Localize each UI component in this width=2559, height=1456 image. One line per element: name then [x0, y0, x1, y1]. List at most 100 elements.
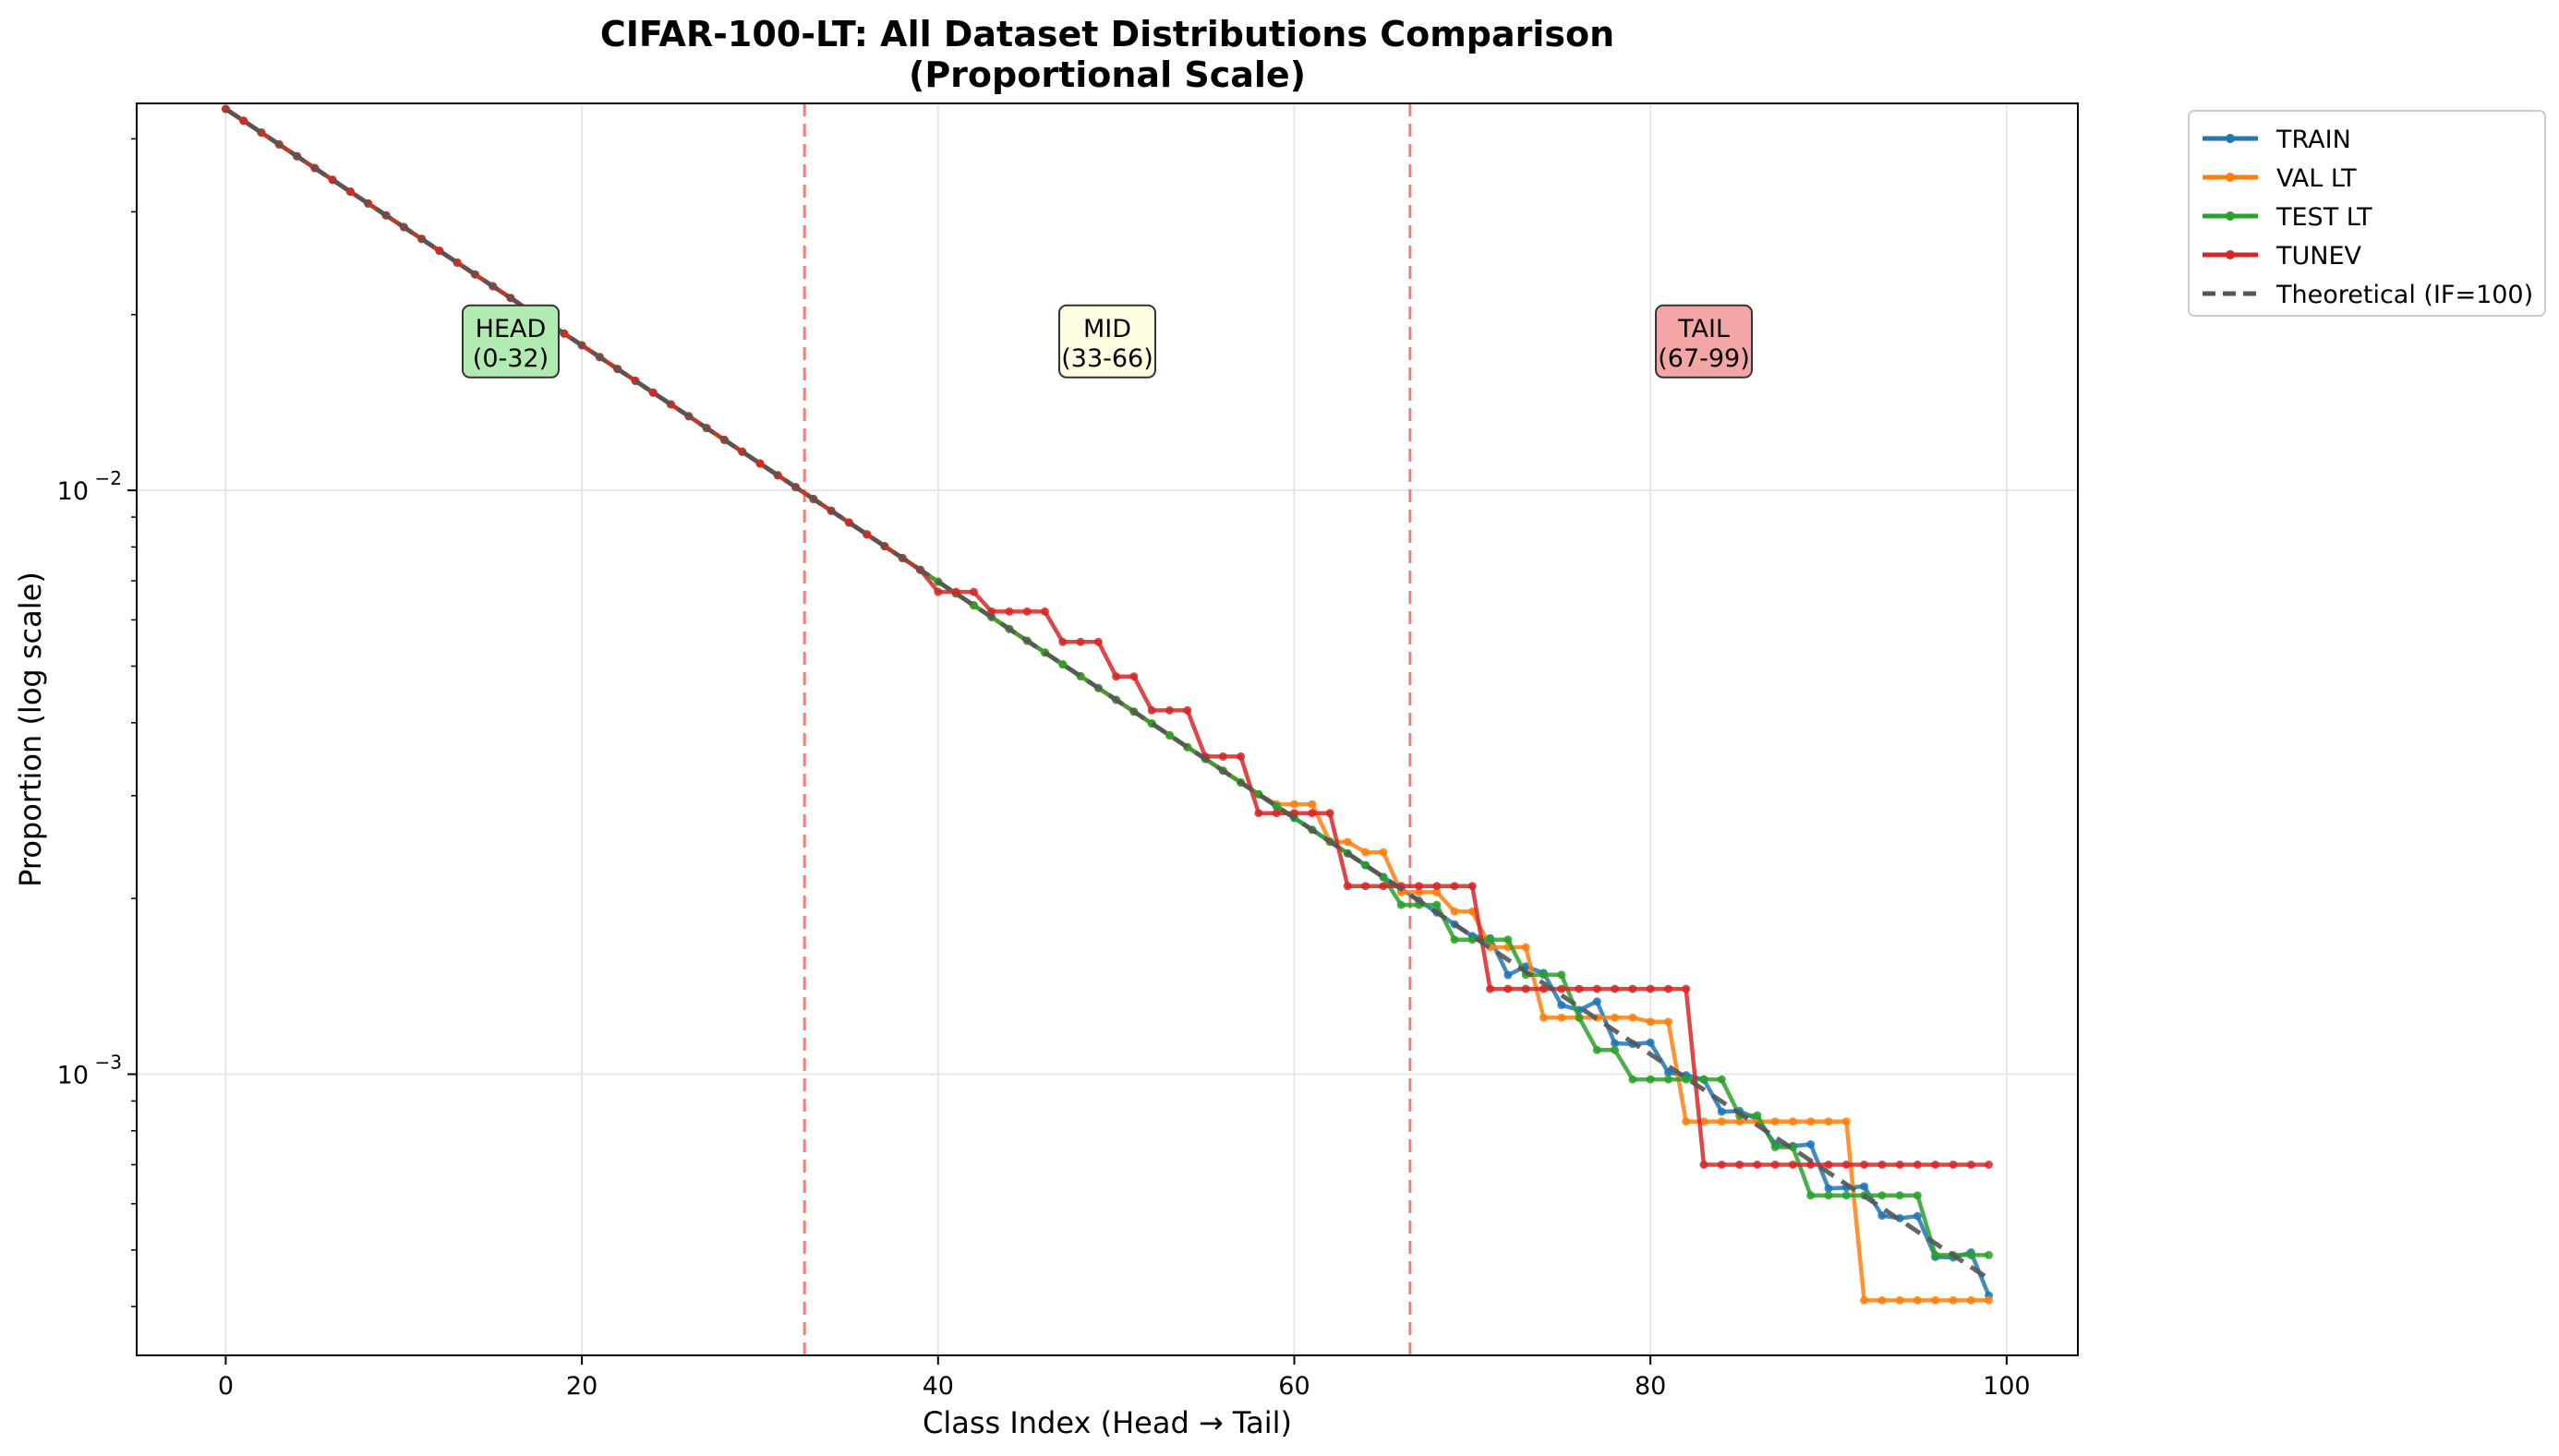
- data-point: [1557, 970, 1566, 980]
- data-point: [1611, 984, 1620, 993]
- data-point: [1770, 1117, 1780, 1126]
- data-point: [1985, 1161, 1994, 1169]
- series-line: [224, 107, 1989, 1167]
- data-point: [1628, 984, 1637, 993]
- data-point: [1503, 935, 1513, 945]
- data-point: [1860, 1182, 1869, 1191]
- x-tick-label: 100: [1983, 1372, 2031, 1401]
- data-point: [1699, 1075, 1708, 1084]
- data-point: [1682, 1117, 1691, 1126]
- data-point: [1450, 882, 1459, 891]
- legend-label: VAL LT: [2276, 164, 2357, 193]
- data-point: [1521, 984, 1530, 993]
- data-point: [1628, 1075, 1637, 1084]
- data-point: [1379, 848, 1388, 857]
- data-point: [1931, 1161, 1940, 1169]
- data-point: [1308, 800, 1317, 809]
- x-axis-label: Class Index (Head → Tail): [923, 1405, 1292, 1440]
- data-point: [1503, 984, 1513, 993]
- data-point: [1806, 1140, 1816, 1149]
- region-name: TAIL: [1677, 315, 1730, 343]
- data-point: [1966, 1161, 1975, 1169]
- data-point: [969, 587, 978, 596]
- data-point: [1664, 1068, 1672, 1077]
- data-point: [1486, 935, 1495, 945]
- data-point: [1664, 1075, 1672, 1084]
- grid: [137, 103, 2078, 1355]
- data-point: [1432, 882, 1442, 891]
- data-point: [1913, 1211, 1922, 1221]
- data-point: [1966, 1250, 1975, 1259]
- data-point: [1592, 984, 1601, 993]
- data-point: [1183, 705, 1192, 715]
- series-tunev: [221, 104, 1994, 1169]
- data-point: [345, 187, 355, 197]
- data-point: [1860, 1295, 1869, 1305]
- data-point: [1628, 1013, 1637, 1022]
- chart-title: CIFAR-100-LT: All Dataset Distributions …: [600, 14, 1614, 54]
- data-point: [1503, 970, 1513, 980]
- data-point: [1450, 935, 1459, 945]
- data-point: [863, 530, 872, 539]
- data-point: [1058, 637, 1068, 646]
- legend-item-tunev: TUNEV: [2203, 242, 2362, 271]
- legend-label: TRAIN: [2275, 126, 2351, 154]
- data-point: [1539, 970, 1548, 980]
- data-point: [1949, 1295, 1958, 1305]
- data-point: [1557, 984, 1566, 993]
- data-point: [1824, 1117, 1833, 1126]
- data-point: [1913, 1295, 1922, 1305]
- data-point: [1735, 1117, 1744, 1126]
- data-point: [1379, 882, 1388, 891]
- data-point: [1717, 1075, 1726, 1084]
- data-point: [1682, 984, 1691, 993]
- data-point: [1308, 809, 1317, 818]
- data-point: [1290, 800, 1298, 809]
- data-point: [1254, 809, 1263, 818]
- region-range: (67-99): [1658, 344, 1750, 373]
- data-point: [1272, 801, 1281, 811]
- data-point: [1646, 1017, 1655, 1027]
- data-point: [1415, 887, 1423, 896]
- data-point: [1041, 607, 1049, 616]
- data-point: [1788, 1117, 1797, 1126]
- data-point: [1557, 1013, 1566, 1022]
- x-tick-label: 80: [1635, 1372, 1666, 1401]
- data-point: [1611, 1013, 1620, 1022]
- data-point: [1985, 1250, 1994, 1259]
- legend-box: [2188, 110, 2546, 317]
- data-point: [1076, 637, 1085, 646]
- data-point: [1824, 1161, 1833, 1169]
- data-point: [1913, 1191, 1922, 1200]
- legend-marker: [2226, 173, 2235, 182]
- legend[interactable]: TRAIN VAL LT TEST LT TUNEV Theoretical (IF=1…: [2188, 110, 2546, 317]
- data-point: [1396, 900, 1406, 909]
- data-point: [1895, 1191, 1904, 1200]
- data-point: [1237, 752, 1246, 761]
- data-point: [1646, 1075, 1655, 1084]
- data-point: [1699, 1117, 1708, 1126]
- data-point: [1343, 882, 1352, 891]
- region-range: (33-66): [1061, 344, 1153, 373]
- data-point: [1985, 1295, 1994, 1305]
- region-label-mid: MID(33-66): [1058, 304, 1156, 379]
- legend-label: TEST LT: [2275, 203, 2372, 232]
- data-point: [1753, 1161, 1762, 1169]
- data-point: [1592, 997, 1601, 1006]
- data-point: [1824, 1191, 1833, 1200]
- data-point: [1841, 1191, 1851, 1200]
- data-point: [1895, 1161, 1904, 1169]
- data-point: [1058, 660, 1068, 669]
- data-point: [1325, 809, 1334, 818]
- data-point: [1272, 809, 1281, 818]
- region-labels: HEAD(0-32) MID(33-66) TAIL(67-99): [461, 304, 1754, 379]
- legend-item-theoretical-if-100-: Theoretical (IF=100): [2203, 281, 2533, 309]
- data-point: [1806, 1191, 1816, 1200]
- data-point: [1415, 882, 1423, 891]
- data-point: [1467, 882, 1477, 891]
- x-axis-ticks: 0 20 40 60 80 100: [218, 1355, 2031, 1401]
- data-point: [1770, 1161, 1780, 1169]
- y-axis-label: Proportion (log scale): [13, 572, 48, 887]
- data-point: [1361, 882, 1370, 891]
